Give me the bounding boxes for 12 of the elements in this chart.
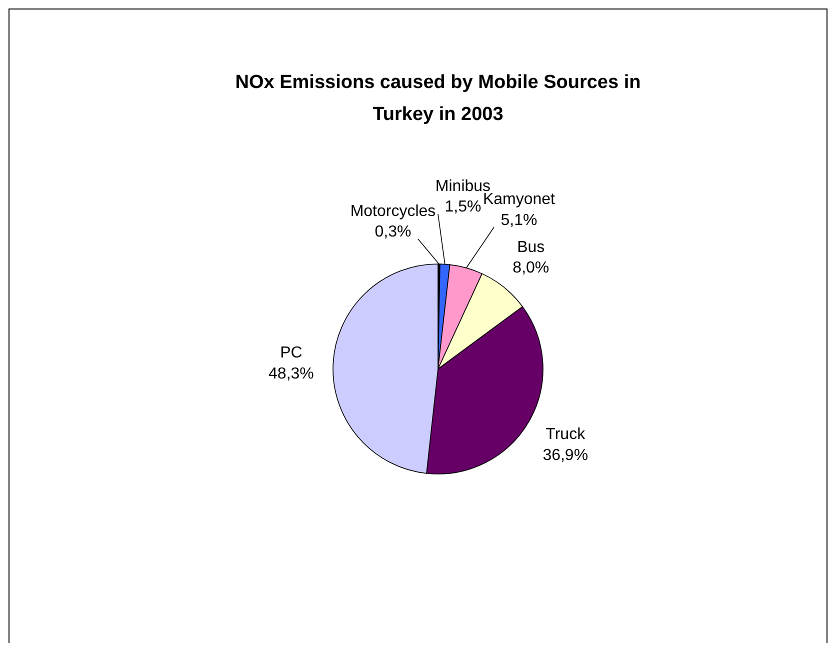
data-label: 48,3%	[268, 366, 314, 383]
slice-label: Bus	[517, 238, 545, 256]
data-label: 0,3%	[374, 224, 412, 241]
data-label: 36,9%	[542, 446, 588, 464]
data-label: 5,1%	[500, 212, 538, 229]
data-label: 8,0%	[512, 260, 550, 277]
slice-label: Kamyonet	[482, 191, 556, 208]
slice-label: PC	[280, 344, 302, 362]
slice-label: Truck	[546, 426, 586, 444]
chart-title: NOx Emissions caused by Mobile Sources in Turkey in 2003	[235, 72, 641, 125]
data-label: 1,5%	[444, 198, 482, 216]
slice-label: Motorcycles	[350, 202, 436, 220]
